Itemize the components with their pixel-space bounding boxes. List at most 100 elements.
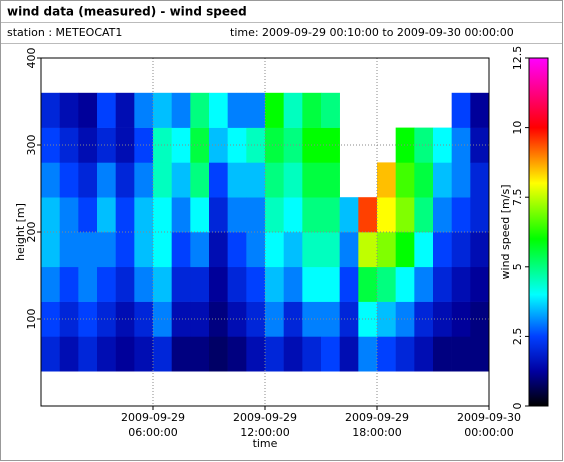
x-tick-label: 2009-09-29 06:00:00 bbox=[121, 411, 185, 439]
heat-cell bbox=[358, 336, 378, 372]
heat-cell bbox=[227, 232, 247, 268]
heat-cell bbox=[339, 336, 359, 372]
heat-cell bbox=[470, 232, 490, 268]
heat-cell bbox=[153, 336, 172, 372]
plot-border bbox=[40, 57, 490, 407]
heat-cell bbox=[246, 266, 266, 302]
heat-cell bbox=[171, 92, 191, 128]
heat-cell bbox=[395, 266, 415, 302]
heat-cell bbox=[97, 232, 116, 268]
heat-cell bbox=[321, 266, 340, 302]
heat-cell bbox=[59, 197, 79, 233]
x-tick-label: 2009-09-29 18:00:00 bbox=[345, 411, 409, 439]
heat-cell bbox=[227, 301, 247, 337]
heat-cell bbox=[321, 336, 340, 372]
heat-cell bbox=[78, 92, 98, 128]
heat-cell bbox=[377, 336, 396, 372]
heat-cell bbox=[451, 232, 471, 268]
heat-cell bbox=[227, 266, 247, 302]
heat-cell bbox=[377, 197, 396, 233]
heat-cell bbox=[377, 162, 396, 198]
heat-cell bbox=[115, 197, 135, 233]
heat-cell bbox=[339, 197, 359, 233]
heat-cell bbox=[433, 127, 452, 163]
heat-cell bbox=[433, 266, 452, 302]
station: station : METEOCAT1 bbox=[7, 26, 122, 39]
heat-cell bbox=[78, 127, 98, 163]
period: time: 2009-09-29 00:10:00 to 2009-09-30 … bbox=[230, 26, 514, 39]
y-axis-label: height [m] bbox=[14, 203, 27, 261]
heat-cell bbox=[134, 92, 154, 128]
heat-cell bbox=[265, 162, 284, 198]
heat-cell bbox=[339, 301, 359, 337]
heat-cell bbox=[171, 127, 191, 163]
heat-cell bbox=[115, 336, 135, 372]
heat-cell bbox=[59, 92, 79, 128]
heat-cell bbox=[321, 162, 340, 198]
heat-cell bbox=[358, 266, 378, 302]
heat-cell bbox=[153, 92, 172, 128]
heat-cell bbox=[115, 162, 135, 198]
heat-cell bbox=[171, 266, 191, 302]
heat-cell bbox=[59, 127, 79, 163]
heat-cell bbox=[414, 162, 434, 198]
heat-cell bbox=[265, 92, 284, 128]
colorbar-tick-label: 0 bbox=[511, 403, 524, 410]
heat-cell bbox=[134, 197, 154, 233]
heat-cell bbox=[190, 266, 210, 302]
heat-cell bbox=[302, 336, 322, 372]
heat-cell bbox=[265, 266, 284, 302]
x-tick-label-date: 2009-09-29 bbox=[121, 411, 185, 424]
y-tick-label: 200 bbox=[25, 222, 38, 243]
heat-cell bbox=[59, 162, 79, 198]
heat-cell bbox=[78, 162, 98, 198]
heat-cell bbox=[321, 232, 340, 268]
heat-cell bbox=[59, 266, 79, 302]
heat-cell bbox=[265, 127, 284, 163]
heat-cell bbox=[265, 301, 284, 337]
heat-cell bbox=[451, 197, 471, 233]
x-tick-label-time: 00:00:00 bbox=[464, 426, 513, 439]
heat-cell bbox=[283, 92, 303, 128]
heat-cell bbox=[358, 232, 378, 268]
heat-cell bbox=[321, 301, 340, 337]
heat-cell bbox=[209, 162, 228, 198]
heat-cell bbox=[78, 232, 98, 268]
heat-cell bbox=[395, 232, 415, 268]
heat-cell bbox=[171, 336, 191, 372]
heat-cell bbox=[414, 197, 434, 233]
heat-cell bbox=[227, 127, 247, 163]
heat-cell bbox=[321, 127, 340, 163]
heat-cell bbox=[246, 301, 266, 337]
colorbar bbox=[528, 57, 549, 407]
heat-cell bbox=[265, 232, 284, 268]
y-tick-label: 100 bbox=[25, 309, 38, 330]
heat-cell bbox=[414, 266, 434, 302]
heat-cell bbox=[265, 197, 284, 233]
colorbar-tick-label: 10 bbox=[511, 121, 524, 135]
heat-cell bbox=[395, 336, 415, 372]
heat-cell bbox=[78, 197, 98, 233]
heat-cell bbox=[115, 266, 135, 302]
x-tick-label-time: 06:00:00 bbox=[128, 426, 177, 439]
heat-cell bbox=[41, 232, 60, 268]
heat-cell bbox=[59, 232, 79, 268]
heat-cell bbox=[470, 336, 490, 372]
heat-cell bbox=[246, 162, 266, 198]
heat-cell bbox=[209, 266, 228, 302]
heat-cell bbox=[283, 232, 303, 268]
heat-cell bbox=[171, 197, 191, 233]
x-tick-label-date: 2009-09-29 bbox=[345, 411, 409, 424]
heat-cell bbox=[171, 162, 191, 198]
x-tick-label-time: 12:00:00 bbox=[240, 426, 289, 439]
heat-cell bbox=[209, 197, 228, 233]
heat-cell bbox=[41, 266, 60, 302]
heat-cell bbox=[171, 232, 191, 268]
heat-cell bbox=[227, 336, 247, 372]
x-tick-label-time: 18:00:00 bbox=[352, 426, 401, 439]
heat-cell bbox=[153, 301, 172, 337]
x-axis-label: time bbox=[253, 437, 278, 450]
colorbar-tick-label: 12.5 bbox=[511, 46, 524, 71]
heat-cell bbox=[190, 197, 210, 233]
